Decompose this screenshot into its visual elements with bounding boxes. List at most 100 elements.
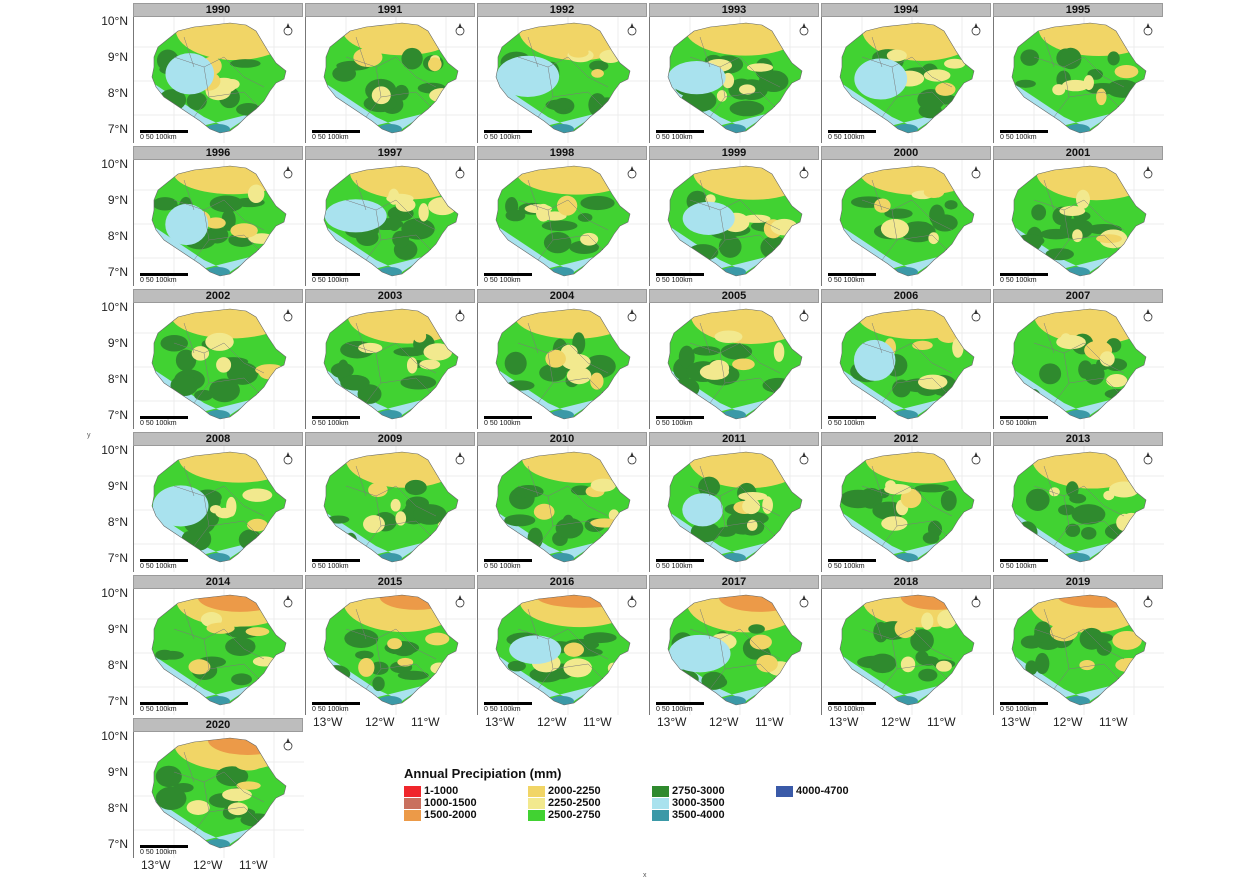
scale-bar-label: 0 50 100km bbox=[484, 277, 521, 284]
map-panel: 2017 0 50 100km bbox=[649, 575, 820, 715]
longitude-label: 13°W bbox=[829, 715, 859, 729]
map-panel: 2009 0 50 100km bbox=[305, 432, 476, 572]
scale-bar bbox=[1000, 702, 1048, 705]
scale-bar bbox=[1000, 559, 1048, 562]
scale-bar bbox=[312, 702, 360, 705]
scale-bar-label: 0 50 100km bbox=[140, 134, 177, 141]
legend-swatch bbox=[528, 786, 545, 797]
north-arrow-icon bbox=[971, 23, 981, 36]
north-arrow-icon bbox=[799, 595, 809, 608]
precipitation-map bbox=[994, 160, 1164, 286]
legend-label: 2750-3000 bbox=[672, 785, 725, 797]
legend-swatch bbox=[652, 798, 669, 809]
panel-year-label: 2017 bbox=[649, 575, 819, 589]
scale-bar bbox=[828, 702, 876, 705]
scale-bar bbox=[484, 416, 532, 419]
map-panel: 2012 0 50 100km bbox=[821, 432, 992, 572]
longitude-label: 13°W bbox=[141, 858, 171, 872]
scale-bar-label: 0 50 100km bbox=[484, 420, 521, 427]
scale-bar bbox=[312, 416, 360, 419]
scale-bar-label: 0 50 100km bbox=[1000, 706, 1037, 713]
map-panel: 1994 0 50 100km bbox=[821, 3, 992, 143]
north-arrow-icon bbox=[1143, 595, 1153, 608]
map-plot: 0 50 100km bbox=[993, 160, 1164, 286]
legend-label: 3500-4000 bbox=[672, 809, 725, 821]
map-panel: 2001 0 50 100km bbox=[993, 146, 1164, 286]
scale-bar-label: 0 50 100km bbox=[484, 563, 521, 570]
scale-bar bbox=[140, 130, 188, 133]
map-plot: 0 50 100km bbox=[133, 160, 304, 286]
north-arrow-icon bbox=[799, 452, 809, 465]
legend-swatch bbox=[404, 786, 421, 797]
precipitation-map bbox=[134, 160, 304, 286]
scale-bar bbox=[656, 702, 704, 705]
map-plot: 0 50 100km bbox=[305, 17, 476, 143]
map-panel: 2019 0 50 100km bbox=[993, 575, 1164, 715]
scale-bar bbox=[140, 559, 188, 562]
map-plot: 0 50 100km bbox=[477, 17, 648, 143]
precipitation-map bbox=[650, 303, 820, 429]
scale-bar-label: 0 50 100km bbox=[1000, 134, 1037, 141]
map-panel: 2015 0 50 100km bbox=[305, 575, 476, 715]
scale-bar-label: 0 50 100km bbox=[656, 134, 693, 141]
legend-swatch bbox=[528, 798, 545, 809]
precipitation-map bbox=[134, 732, 304, 858]
map-plot: 0 50 100km bbox=[305, 160, 476, 286]
map-plot: 0 50 100km bbox=[821, 589, 992, 715]
legend-label: 2250-2500 bbox=[548, 797, 601, 809]
map-panel: 2011 0 50 100km bbox=[649, 432, 820, 572]
scale-bar-label: 0 50 100km bbox=[140, 563, 177, 570]
scale-bar bbox=[140, 416, 188, 419]
map-plot: 0 50 100km bbox=[821, 160, 992, 286]
latitude-label: 8°N bbox=[107, 229, 128, 243]
scale-bar-label: 0 50 100km bbox=[828, 420, 865, 427]
map-plot: 0 50 100km bbox=[649, 446, 820, 572]
precipitation-map bbox=[822, 160, 992, 286]
map-panel: 1995 0 50 100km bbox=[993, 3, 1164, 143]
longitude-label: 11°W bbox=[927, 715, 956, 729]
panel-year-label: 2007 bbox=[993, 289, 1163, 303]
precipitation-map bbox=[650, 160, 820, 286]
map-plot: 0 50 100km bbox=[305, 589, 476, 715]
map-panel: 1993 0 50 100km bbox=[649, 3, 820, 143]
longitude-label: 12°W bbox=[365, 715, 395, 729]
precipitation-map bbox=[134, 17, 304, 143]
north-arrow-icon bbox=[971, 452, 981, 465]
map-plot: 0 50 100km bbox=[649, 589, 820, 715]
map-plot: 0 50 100km bbox=[821, 446, 992, 572]
latitude-label: 10°N bbox=[101, 14, 128, 28]
precipitation-map bbox=[822, 303, 992, 429]
longitude-label: 11°W bbox=[1099, 715, 1128, 729]
precipitation-map bbox=[994, 589, 1164, 715]
north-arrow-icon bbox=[971, 166, 981, 179]
scale-bar bbox=[312, 273, 360, 276]
scale-bar-label: 0 50 100km bbox=[656, 420, 693, 427]
longitude-label: 12°W bbox=[537, 715, 567, 729]
map-plot: 0 50 100km bbox=[993, 446, 1164, 572]
longitude-label: 11°W bbox=[239, 858, 268, 872]
north-arrow-icon bbox=[1143, 166, 1153, 179]
precipitation-map bbox=[994, 303, 1164, 429]
scale-bar bbox=[140, 845, 188, 848]
legend-label: 2500-2750 bbox=[548, 809, 601, 821]
legend: Annual Precipiation (mm) 1-1000 1000-150… bbox=[404, 766, 924, 826]
latitude-label: 10°N bbox=[101, 300, 128, 314]
latitude-label: 9°N bbox=[107, 765, 128, 779]
legend-title: Annual Precipiation (mm) bbox=[404, 766, 562, 781]
precipitation-map bbox=[478, 17, 648, 143]
scale-bar bbox=[656, 416, 704, 419]
north-arrow-icon bbox=[455, 309, 465, 322]
longitude-label: 11°W bbox=[583, 715, 612, 729]
precipitation-map bbox=[306, 17, 476, 143]
scale-bar-label: 0 50 100km bbox=[484, 134, 521, 141]
precipitation-map bbox=[478, 589, 648, 715]
scale-bar-label: 0 50 100km bbox=[828, 134, 865, 141]
legend-swatch bbox=[404, 798, 421, 809]
latitude-label: 8°N bbox=[107, 658, 128, 672]
map-panel: 2003 0 50 100km bbox=[305, 289, 476, 429]
panel-year-label: 2001 bbox=[993, 146, 1163, 160]
legend-swatch bbox=[652, 786, 669, 797]
scale-bar bbox=[1000, 273, 1048, 276]
panel-year-label: 1993 bbox=[649, 3, 819, 17]
